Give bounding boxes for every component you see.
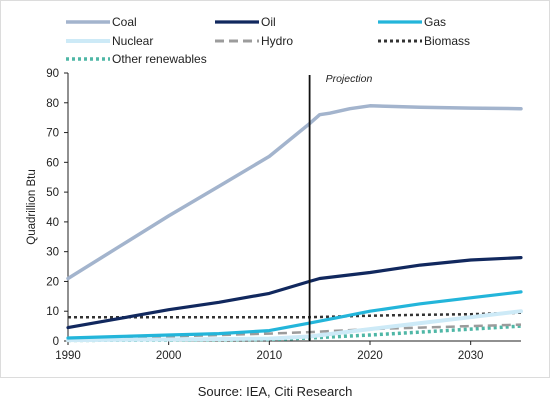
y-tick-label: 80 [46, 98, 59, 110]
series-line-oil [66, 256, 523, 330]
legend-label: Gas [424, 15, 446, 29]
source-note: Source: IEA, Citi Research [197, 384, 353, 399]
y-tick-label: 30 [46, 247, 59, 259]
legend-label: Other renewables [112, 52, 207, 66]
projection-label: Projection [326, 73, 373, 85]
legend: Coal Oil Gas Nuclear Hydro Biomass Other renew… [66, 15, 470, 66]
y-tick-label: 60 [46, 157, 59, 169]
y-tick-label: 10 [46, 306, 59, 318]
series-group [66, 104, 523, 343]
x-tick-label: 2010 [257, 350, 283, 362]
y-tick-label: 0 [53, 336, 59, 348]
chart-frame: Coal Oil Gas Nuclear Hydro Biomass Other renew… [0, 0, 550, 378]
x-tick-label: 2020 [357, 350, 383, 362]
x-tick-label: 2000 [156, 350, 182, 362]
x-tick-label: 2030 [458, 350, 484, 362]
y-tick-label: 90 [46, 68, 59, 80]
series-line-coal [66, 104, 523, 281]
legend-label: Coal [112, 15, 137, 29]
y-tick-label: 70 [46, 128, 59, 140]
y-tick-label: 50 [46, 187, 59, 199]
chart: Coal Oil Gas Nuclear Hydro Biomass Other renew… [0, 0, 550, 378]
legend-label: Biomass [424, 34, 470, 48]
legend-label: Oil [261, 15, 276, 29]
annotations: Projection [308, 73, 373, 341]
y-axis-title: Quadrillion Btu [26, 169, 38, 244]
y-tick-label: 40 [46, 217, 59, 229]
x-tick-label: 1990 [55, 350, 81, 362]
legend-label: Nuclear [112, 34, 153, 48]
series-line-nuclear [66, 309, 523, 343]
legend-label: Hydro [261, 34, 293, 48]
series-line-other-renewables [67, 324, 522, 343]
chart-border [0, 0, 550, 378]
y-tick-label: 20 [46, 276, 59, 288]
